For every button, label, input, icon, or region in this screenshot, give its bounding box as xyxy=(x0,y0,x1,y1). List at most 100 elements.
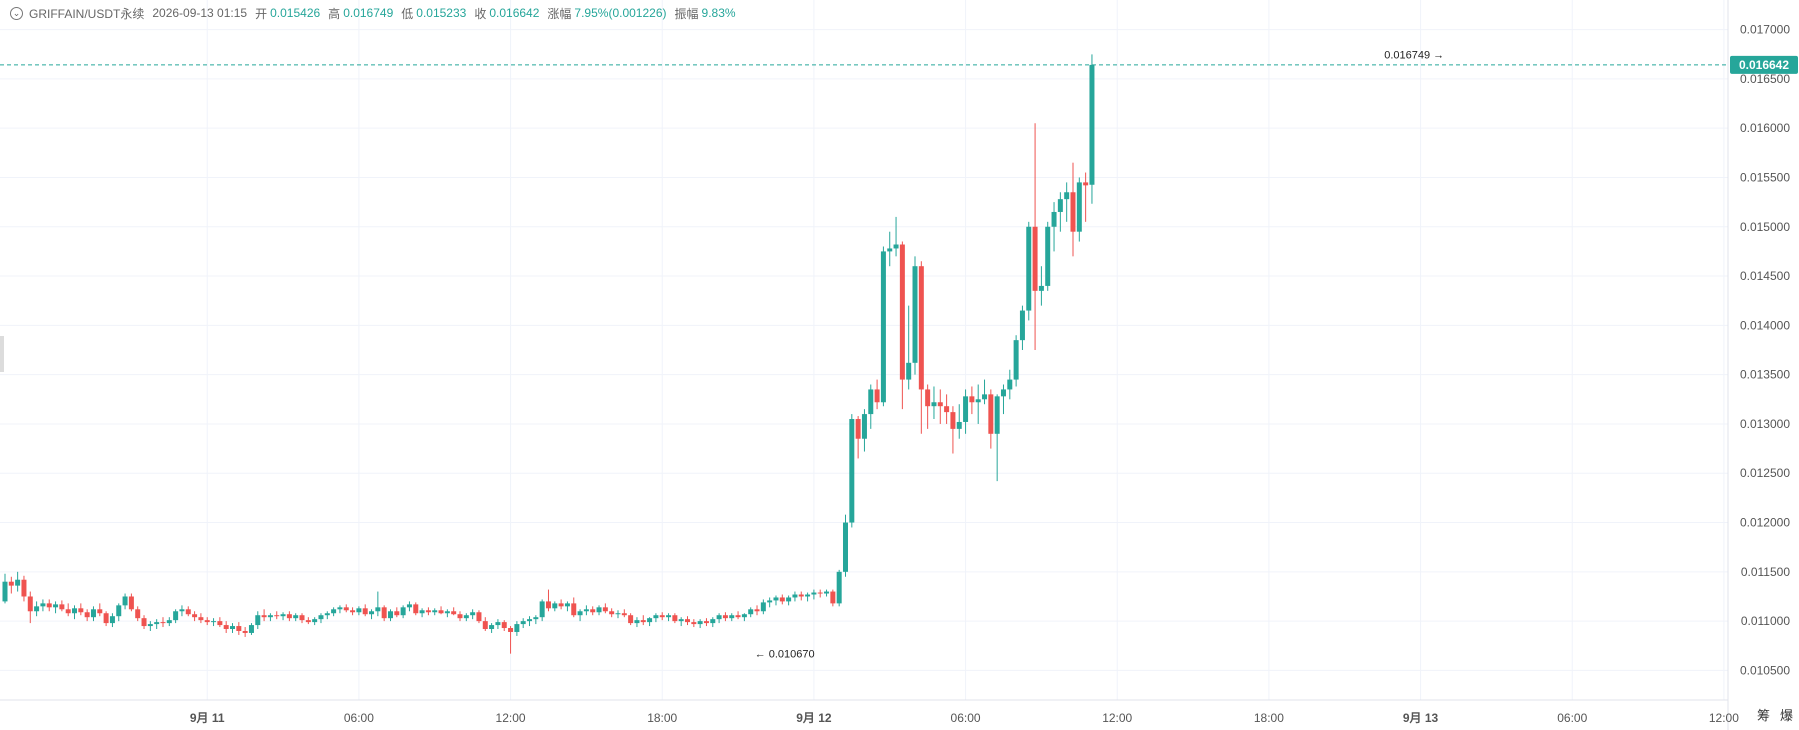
candle-up xyxy=(994,394,1000,482)
candle-up xyxy=(444,609,450,618)
candle-up xyxy=(931,386,937,420)
candle-body xyxy=(495,622,501,626)
candle-up xyxy=(463,613,469,622)
candle-down xyxy=(918,261,924,434)
candle-body xyxy=(154,622,160,625)
candle-up xyxy=(729,613,735,622)
candle-body xyxy=(192,614,198,618)
candle-down xyxy=(558,599,564,610)
candle-body xyxy=(861,414,867,439)
candle-body xyxy=(223,625,229,630)
candle-down xyxy=(261,609,267,622)
candle-up xyxy=(1026,221,1032,321)
candle-body xyxy=(697,621,703,625)
ohlc-info-bar: ⌄ GRIFFAIN/USDT永续 2026-09-13 01:15 开 0.0… xyxy=(10,4,744,22)
candle-body xyxy=(899,244,905,380)
candle-down xyxy=(988,389,994,449)
y-tick-label: 0.010500 xyxy=(1740,663,1790,677)
candle-body xyxy=(640,620,646,623)
high-value: 0.016749 xyxy=(343,6,394,20)
candle-down xyxy=(343,604,349,613)
candle-up xyxy=(836,569,842,607)
candle-body xyxy=(956,421,962,429)
candle-body xyxy=(583,609,589,612)
candle-body xyxy=(394,611,400,616)
candle-up xyxy=(1038,266,1044,306)
candle-body xyxy=(27,596,33,612)
candle-down xyxy=(501,620,507,631)
candle-down xyxy=(274,611,280,620)
y-tick-label: 0.011500 xyxy=(1741,565,1790,579)
candle-body xyxy=(615,613,621,615)
candle-body xyxy=(634,620,640,624)
x-tick-label: 12:00 xyxy=(1709,711,1739,725)
candle-body xyxy=(230,626,236,630)
candle-body xyxy=(78,608,84,613)
candle-body xyxy=(937,402,943,407)
candle-up xyxy=(893,216,899,257)
candle-body xyxy=(969,396,975,403)
candle-body xyxy=(324,613,330,616)
candle-up xyxy=(963,389,969,434)
candle-down xyxy=(855,416,861,459)
candle-body xyxy=(514,624,520,632)
candle-down xyxy=(286,611,292,622)
candle-down xyxy=(735,611,741,620)
open-label: 开 xyxy=(255,6,268,21)
candle-body xyxy=(1026,226,1032,311)
symbol-name: GRIFFAIN/USDT永续 xyxy=(29,6,145,21)
price-axis[interactable]: 0.017000 0.016500 0.016000 0.015500 0.015000… xyxy=(1727,0,1798,730)
candle-body xyxy=(1070,192,1076,232)
candle-up xyxy=(470,609,476,620)
candle-up xyxy=(539,599,545,622)
candle-up xyxy=(109,613,115,628)
candle-down xyxy=(84,609,90,622)
chips-button[interactable]: 筹 xyxy=(1756,708,1770,723)
candle-up xyxy=(324,611,330,620)
candle-body xyxy=(179,609,185,612)
candle-body xyxy=(729,615,735,619)
candle-up xyxy=(419,608,425,618)
candle-body xyxy=(375,607,381,612)
candle-body xyxy=(925,389,931,407)
candle-body xyxy=(741,614,747,618)
candle-up xyxy=(211,618,217,627)
left-panel-handle[interactable] xyxy=(0,336,4,372)
candle-body xyxy=(1089,64,1095,185)
candle-body xyxy=(90,609,96,618)
candle-body xyxy=(419,610,425,614)
candle-up xyxy=(375,591,381,617)
y-tick-label: 0.016500 xyxy=(1740,72,1790,86)
chevron-down-icon[interactable]: ⌄ xyxy=(10,6,23,20)
candle-down xyxy=(299,613,305,624)
candle-body xyxy=(255,615,261,626)
candle-body xyxy=(805,594,811,597)
candle-body xyxy=(666,615,672,618)
candle-body xyxy=(438,610,444,614)
liquidation-button[interactable]: 爆 xyxy=(1779,708,1793,723)
candle-down xyxy=(438,606,444,615)
candle-up xyxy=(647,617,653,627)
candle-up xyxy=(40,599,46,612)
candle-down xyxy=(779,594,785,605)
candle-up xyxy=(596,605,602,616)
candle-up xyxy=(842,514,848,577)
candle-body xyxy=(1013,340,1019,380)
candle-up xyxy=(710,617,716,628)
candle-up xyxy=(489,623,495,633)
candle-body xyxy=(703,621,709,624)
candle-body xyxy=(1000,389,1006,397)
candle-up xyxy=(312,617,318,626)
y-tick-label: 0.014500 xyxy=(1740,269,1790,283)
candle-up xyxy=(906,305,912,390)
candle-body xyxy=(786,597,792,602)
candle-up xyxy=(2,573,8,604)
candle-up xyxy=(1051,202,1057,252)
time-axis[interactable]: 9月 11 06:00 12:00 18:00 9月 12 06:00 12:00 18:00… xyxy=(0,699,1739,725)
candle-up xyxy=(369,609,375,620)
candle-body xyxy=(944,406,950,413)
candle-down xyxy=(1070,162,1076,257)
candle-body xyxy=(211,621,217,623)
change-label: 涨幅 xyxy=(547,6,572,21)
